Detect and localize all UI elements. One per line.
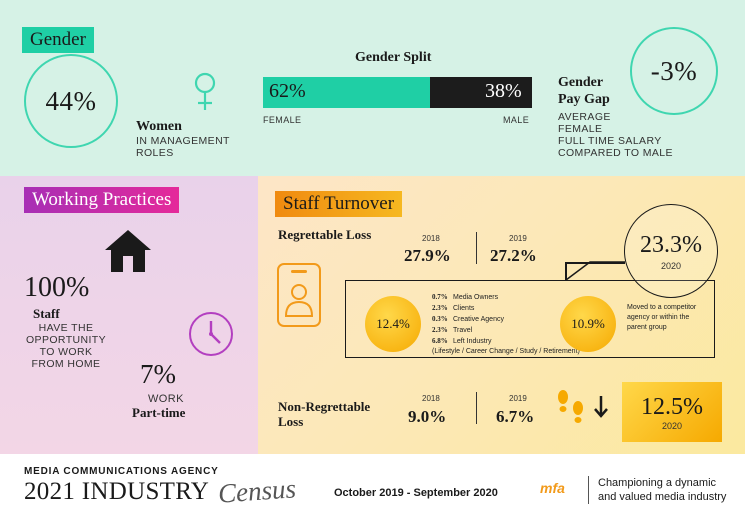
working-practices-tag: Working Practices — [24, 187, 180, 213]
nonreg-title-line1: Non-Regrettable — [278, 399, 371, 414]
home-icon — [105, 230, 151, 272]
reasons-box — [345, 280, 715, 358]
mfa-logo: mfa — [540, 480, 565, 496]
reason-b-desc-line3: parent group — [627, 324, 667, 331]
reason-a-note: (Lifestyle / Career Change / Study / Ret… — [432, 348, 580, 355]
reg-2018-value: 27.9% — [404, 246, 451, 265]
nonreg-year-2019: 2019 — [509, 394, 527, 403]
women-pct: 44% — [45, 85, 97, 116]
female-symbol-icon — [194, 72, 216, 110]
reg-2020-ring: 23.3% 2020 — [624, 204, 718, 298]
footsteps-icon — [558, 390, 583, 423]
footer-divider — [588, 476, 589, 504]
nonreg-2020-year: 2020 — [661, 420, 683, 431]
staff-pct: 100% — [24, 272, 90, 303]
footer-title: 2021 INDUSTRY — [24, 478, 210, 505]
male-pct: 38% — [485, 80, 522, 102]
clock-icon — [189, 312, 233, 356]
paygap-desc-line4: COMPARED TO MALE — [558, 147, 673, 159]
reg-2019-value: 27.2% — [490, 246, 537, 265]
footer-period: October 2019 - September 2020 — [334, 487, 498, 499]
reasons-connector-drop — [565, 262, 567, 280]
list-item: 0.7% Media Owners — [432, 293, 499, 301]
reason-a-list: 0.7% Media Owners 2.3% Clients 0.3% Creativ… — [432, 292, 580, 357]
paygap-desc-line3: FULL TIME SALARY — [558, 135, 662, 147]
footer-tagline-line1: Championing a dynamic — [598, 477, 717, 489]
staff-desc-line3: TO WORK — [39, 346, 93, 358]
reason-b-circle: 10.9% — [560, 296, 616, 352]
nonreg-year-2018: 2018 — [422, 394, 440, 403]
female-bar — [263, 77, 430, 108]
reason-b-pct: 10.9% — [571, 316, 605, 331]
male-label: MALE — [503, 115, 530, 125]
staff-turnover-tag: Staff Turnover — [275, 191, 403, 217]
parttime-pct: 7% — [140, 359, 176, 389]
working-practices-section — [0, 176, 258, 454]
reason-b-desc: Moved to a competitor agency or within t… — [627, 303, 696, 333]
reasons-connector-link — [565, 262, 625, 264]
employee-badge-icon — [277, 263, 321, 327]
staff-title: Staff — [33, 306, 60, 321]
reason-b-desc-line1: Moved to a competitor — [627, 304, 697, 311]
paygap-title-line2: Pay Gap — [558, 92, 610, 107]
nonreg-2020-box: 12.5% 2020 — [622, 382, 722, 442]
reg-year-2018: 2018 — [422, 234, 440, 243]
footer-census-script: Census — [217, 473, 297, 509]
paygap-title-line1: Gender — [558, 75, 604, 90]
reason-a-circle: 12.4% — [365, 296, 421, 352]
parttime-desc: WORK — [148, 393, 184, 405]
gender-split-title: Gender Split — [355, 50, 432, 65]
footer-org: MEDIA COMMUNICATIONS AGENCY — [24, 466, 219, 477]
down-arrow-icon — [594, 396, 608, 418]
nonreg-2018-value: 9.0% — [408, 407, 447, 426]
list-item: 6.8% Left Industry — [432, 337, 492, 345]
reg-2020-value: 23.3% — [640, 231, 702, 258]
nonreg-2020-value: 12.5% — [641, 393, 703, 420]
staff-desc-line2: OPPORTUNITY — [25, 334, 107, 346]
staff-desc-line1: HAVE THE — [38, 322, 94, 334]
reason-a-pct: 12.4% — [376, 316, 410, 331]
female-label: FEMALE — [263, 115, 302, 125]
male-bar — [430, 77, 532, 108]
list-item: 2.3% Travel — [432, 326, 473, 334]
women-desc-line1: IN MANAGEMENT — [136, 135, 230, 147]
women-pct-ring: 44% — [24, 54, 118, 148]
paygap-desc-line2: FEMALE — [558, 123, 603, 135]
nonreg-2019-value: 6.7% — [496, 407, 535, 426]
reason-b-desc-line2: agency or within the — [627, 314, 690, 321]
reg-divider — [476, 232, 477, 264]
gender-tag: Gender — [22, 27, 94, 53]
women-title: Women — [136, 119, 182, 134]
list-item: 2.3% Clients — [432, 304, 475, 312]
footer-tagline-line2: and valued media industry — [598, 491, 727, 503]
list-item: 0.3% Creative Agency — [432, 315, 504, 323]
reg-year-2019: 2019 — [509, 234, 527, 243]
female-pct: 62% — [269, 80, 306, 102]
regrettable-title: Regrettable Loss — [278, 227, 372, 242]
paygap-desc-line1: AVERAGE — [558, 111, 611, 123]
paygap-value: -3% — [650, 55, 698, 86]
parttime-title: Part-time — [132, 405, 186, 420]
nonreg-divider — [476, 392, 477, 424]
footer — [0, 454, 745, 527]
women-desc-line2: ROLES — [136, 147, 174, 159]
paygap-ring: -3% — [630, 27, 718, 115]
reg-2020-year: 2020 — [660, 260, 682, 271]
staff-desc-line4: FROM HOME — [31, 358, 101, 370]
nonreg-title-line2: Loss — [278, 414, 304, 429]
